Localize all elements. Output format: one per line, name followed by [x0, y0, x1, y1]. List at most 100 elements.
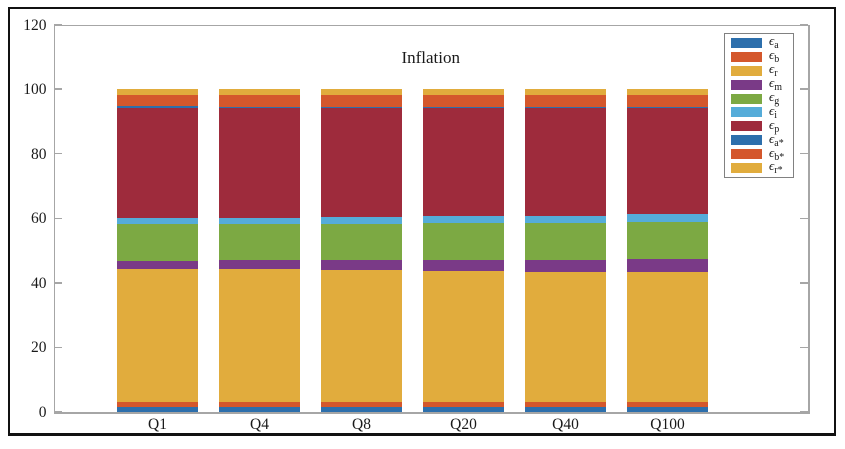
- segment-eps_p: [525, 108, 606, 216]
- bar-Q4: [219, 89, 300, 412]
- legend-subscript: g: [774, 96, 780, 108]
- segment-eps_b: [627, 402, 708, 408]
- figure-border: [8, 7, 836, 436]
- segment-eps_a: [525, 407, 606, 412]
- epsilon-symbol: ϵ: [769, 144, 775, 160]
- segment-eps_b: [321, 402, 402, 408]
- x-tick-label-Q8: Q8: [352, 416, 371, 433]
- legend-label-eps_r_star: ϵr*: [769, 159, 783, 176]
- chart-title: Inflation: [401, 48, 461, 67]
- legend-subscript: b*: [774, 151, 785, 163]
- legend-row-eps_a_star: ϵa*: [725, 132, 793, 149]
- legend-label-eps_b_star: ϵb*: [769, 146, 784, 163]
- epsilon-symbol: ϵ: [769, 89, 775, 105]
- segment-eps_g: [423, 223, 504, 260]
- segment-eps_g: [219, 224, 300, 261]
- y-tick-0: [53, 411, 62, 413]
- x-tick-label-Q1: Q1: [148, 416, 167, 433]
- bar-Q8: [321, 89, 402, 412]
- segment-eps_i: [525, 215, 606, 224]
- segment-eps_m: [423, 259, 504, 271]
- legend-row-eps_g: ϵg: [725, 90, 793, 107]
- y-tick-right-120: [800, 23, 808, 26]
- segment-eps_a_star: [117, 106, 198, 108]
- x-tick-label-Q4: Q4: [250, 416, 269, 433]
- legend-label-eps_a_star: ϵa*: [769, 132, 784, 149]
- segment-eps_r: [525, 271, 606, 403]
- y-tick-right-20: [800, 346, 808, 349]
- segment-eps_r: [321, 269, 402, 403]
- legend-swatch-eps_m: [731, 79, 762, 90]
- epsilon-symbol: ϵ: [769, 75, 775, 91]
- segment-eps_b: [423, 402, 504, 408]
- legend-swatch-eps_i: [731, 107, 762, 118]
- epsilon-symbol: ϵ: [769, 116, 775, 132]
- segment-eps_a_star: [219, 106, 300, 109]
- legend-subscript: r: [774, 68, 778, 80]
- y-tick-120: [53, 23, 62, 26]
- legend-row-eps_a: ϵa: [725, 34, 793, 51]
- legend-subscript: m: [774, 82, 783, 94]
- legend: ϵa ϵb ϵr ϵm ϵg ϵi ϵp ϵa* ϵb* ϵr*: [724, 33, 794, 178]
- epsilon-symbol: ϵ: [769, 47, 775, 63]
- y-tick-label-100: 100: [23, 81, 47, 99]
- segment-eps_r_star: [525, 89, 606, 95]
- legend-swatch-eps_a_star: [731, 135, 762, 146]
- x-tick-label-Q40: Q40: [552, 416, 579, 433]
- epsilon-symbol: ϵ: [769, 102, 775, 118]
- legend-subscript: p: [774, 123, 780, 135]
- legend-row-eps_r_star: ϵr*: [725, 159, 793, 176]
- segment-eps_r: [117, 268, 198, 403]
- segment-eps_a_star: [525, 106, 606, 109]
- legend-label-eps_r: ϵr: [769, 62, 778, 79]
- legend-subscript: a*: [774, 137, 784, 149]
- epsilon-symbol: ϵ: [769, 130, 775, 146]
- legend-row-eps_b: ϵb: [725, 47, 793, 65]
- legend-swatch-eps_b: [731, 51, 762, 62]
- y-tick-right-40: [800, 282, 808, 284]
- legend-label-eps_g: ϵg: [769, 90, 779, 107]
- segment-eps_a: [321, 407, 402, 412]
- segment-eps_m: [219, 260, 300, 270]
- y-tick-label-80: 80: [31, 145, 47, 163]
- segment-eps_b_star: [627, 94, 708, 107]
- epsilon-symbol: ϵ: [769, 158, 775, 174]
- legend-subscript: a: [774, 40, 779, 52]
- y-tick-label-60: 60: [31, 210, 47, 228]
- segment-eps_m: [321, 260, 402, 270]
- bar-Q20: [423, 89, 504, 412]
- segment-eps_b_star: [117, 94, 198, 107]
- y-tick-label-0: 0: [38, 404, 47, 421]
- segment-eps_r_star: [117, 89, 198, 95]
- segment-eps_r_star: [219, 89, 300, 95]
- legend-row-eps_p: ϵp: [725, 116, 793, 135]
- segment-eps_p: [423, 108, 504, 217]
- segment-eps_p: [117, 107, 198, 218]
- legend-swatch-eps_r: [731, 65, 762, 76]
- segment-eps_b: [525, 402, 606, 408]
- segment-eps_a: [219, 407, 300, 412]
- y-tick-right-60: [800, 217, 808, 219]
- x-tick-label-Q20: Q20: [450, 416, 477, 433]
- segment-eps_i: [423, 216, 504, 224]
- segment-eps_m: [627, 259, 708, 273]
- legend-swatch-eps_a: [731, 37, 762, 48]
- segment-eps_b_star: [321, 94, 402, 107]
- legend-swatch-eps_g: [731, 93, 762, 104]
- segment-eps_b_star: [423, 94, 504, 107]
- top-axis: [53, 24, 808, 26]
- segment-eps_a: [117, 407, 198, 412]
- segment-eps_b: [117, 402, 198, 408]
- segment-eps_p: [321, 108, 402, 217]
- segment-eps_m: [117, 260, 198, 269]
- segment-eps_a: [423, 407, 504, 412]
- y-tick-right-100: [800, 88, 808, 90]
- segment-eps_b_star: [219, 94, 300, 107]
- legend-label-eps_a: ϵa: [769, 34, 779, 51]
- legend-subscript: i: [774, 109, 778, 121]
- bar-Q40: [525, 89, 606, 412]
- epsilon-symbol: ϵ: [769, 33, 775, 49]
- x-tick-label-Q100: Q100: [650, 416, 685, 433]
- segment-eps_g: [321, 223, 402, 261]
- y-tick-40: [53, 282, 62, 284]
